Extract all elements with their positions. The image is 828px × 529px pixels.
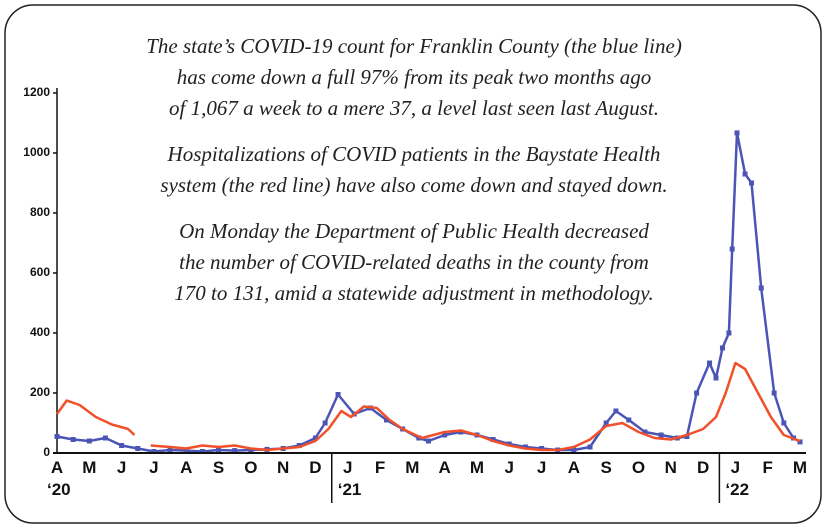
point-marker — [54, 434, 60, 439]
point-marker — [684, 434, 690, 439]
point-marker — [506, 441, 512, 447]
point-marker — [442, 432, 448, 438]
point-marker — [771, 390, 777, 396]
x-tick-label: S — [601, 458, 612, 477]
x-tick-label: J — [731, 458, 740, 477]
x-tick-label: M — [793, 458, 807, 477]
x-tick-label: A — [439, 458, 451, 477]
x-tick-label: A — [180, 458, 192, 477]
point-marker — [642, 429, 648, 435]
x-tick-label: D — [309, 458, 321, 477]
point-marker — [322, 420, 328, 426]
x-tick-label: N — [277, 458, 289, 477]
year-label: ‘22 — [725, 480, 749, 499]
point-marker — [603, 420, 609, 426]
point-marker — [248, 447, 254, 453]
point-marker — [458, 429, 464, 435]
point-marker — [335, 392, 341, 397]
x-tick-label: J — [343, 458, 352, 477]
y-tick-label: 600 — [30, 265, 50, 279]
point-marker — [742, 171, 748, 177]
annotation-line: the number of COVID-related deaths in th… — [179, 250, 649, 274]
point-marker — [167, 447, 173, 453]
year-label: ‘21 — [338, 480, 362, 499]
x-tick-label: O — [244, 458, 257, 477]
point-marker — [102, 435, 108, 441]
point-marker — [183, 448, 189, 454]
annotation-line: 170 to 131, amid a statewide adjustment … — [174, 281, 653, 305]
point-marker — [384, 417, 390, 423]
point-marker — [719, 345, 725, 351]
point-marker — [626, 417, 632, 423]
x-tick-label: O — [632, 458, 645, 477]
x-tick-label: A — [51, 458, 63, 477]
annotation-line: has come down a full 97% from its peak t… — [177, 65, 652, 89]
point-marker — [797, 439, 803, 445]
x-tick-label: A — [568, 458, 580, 477]
x-tick-label: M — [405, 458, 419, 477]
point-marker — [426, 438, 431, 444]
y-tick-label: 800 — [30, 205, 50, 219]
point-marker — [232, 448, 238, 454]
y-tick-label: 400 — [30, 325, 50, 339]
point-marker — [151, 449, 157, 454]
point-marker — [199, 449, 205, 454]
x-tick-label: M — [470, 458, 484, 477]
point-marker — [781, 420, 787, 426]
point-marker — [539, 446, 545, 451]
point-marker — [119, 443, 125, 448]
y-tick-label: 0 — [43, 445, 50, 459]
point-marker — [726, 330, 732, 336]
point-marker — [758, 285, 764, 291]
y-tick-label: 200 — [30, 385, 50, 399]
series-line — [55, 361, 801, 452]
point-marker — [296, 443, 302, 448]
x-tick-label: J — [505, 458, 514, 477]
x-tick-label: N — [665, 458, 677, 477]
y-tick-label: 1200 — [23, 85, 50, 99]
point-marker — [522, 444, 528, 450]
year-label: ‘20 — [47, 480, 71, 499]
x-tick-label: J — [149, 458, 158, 477]
annotation-line: The state’s COVID-19 count for Franklin … — [146, 34, 682, 58]
point-marker — [571, 447, 577, 453]
point-marker — [734, 130, 740, 136]
x-tick-label: S — [213, 458, 224, 477]
x-tick-label: M — [82, 458, 96, 477]
point-marker — [490, 437, 496, 442]
frame — [4, 4, 822, 524]
point-marker — [587, 444, 593, 450]
point-marker — [613, 408, 619, 414]
annotation-line: On Monday the Department of Public Healt… — [179, 219, 649, 243]
x-tick-label: F — [763, 458, 773, 477]
x-tick-label: J — [537, 458, 546, 477]
point-marker — [729, 246, 735, 252]
point-marker — [694, 390, 700, 396]
point-marker — [312, 435, 318, 441]
annotation-line: of 1,067 a week to a mere 37, a level la… — [169, 96, 659, 120]
point-marker — [713, 375, 719, 381]
point-marker — [658, 432, 664, 438]
x-tick-label: J — [117, 458, 126, 477]
point-marker — [86, 438, 92, 444]
point-marker — [135, 446, 141, 451]
point-marker — [416, 435, 422, 441]
point-marker — [749, 180, 755, 186]
point-marker — [707, 360, 713, 366]
x-tick-label: F — [375, 458, 385, 477]
annotation-line: Hospitalizations of COVID patients in th… — [167, 142, 661, 166]
x-tick-label: D — [697, 458, 709, 477]
point-marker — [70, 437, 76, 442]
annotation-line: system (the red line) have also come dow… — [160, 173, 667, 197]
y-tick-label: 1000 — [23, 145, 50, 159]
point-marker — [216, 447, 222, 453]
